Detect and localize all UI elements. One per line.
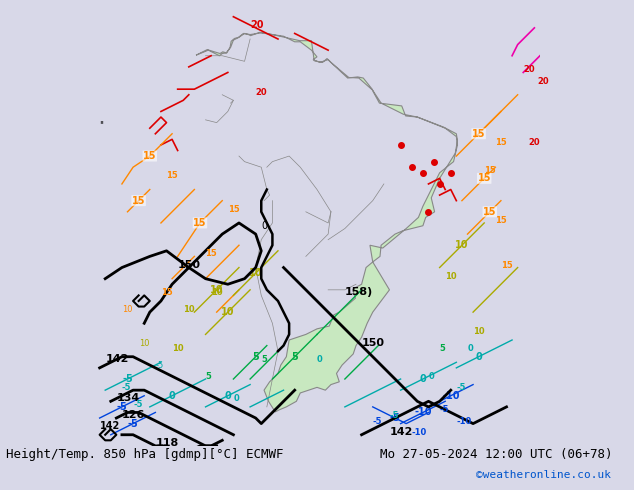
Text: 15: 15 — [483, 207, 496, 217]
Text: 0: 0 — [476, 352, 482, 362]
Text: -10: -10 — [414, 408, 432, 417]
Text: 5: 5 — [439, 344, 446, 353]
Text: Height/Temp. 850 hPa [gdmp][°C] ECMWF: Height/Temp. 850 hPa [gdmp][°C] ECMWF — [6, 447, 284, 461]
Text: 126: 126 — [122, 410, 145, 420]
Text: 0: 0 — [169, 391, 176, 401]
Text: 10: 10 — [249, 268, 262, 278]
Text: 15: 15 — [472, 129, 486, 139]
Text: -5: -5 — [122, 374, 133, 384]
Text: -10: -10 — [456, 416, 472, 426]
Text: 142: 142 — [389, 427, 413, 437]
Text: 20: 20 — [256, 88, 268, 97]
Text: -10: -10 — [442, 391, 460, 401]
Text: 10: 10 — [183, 305, 195, 314]
Text: 0: 0 — [420, 374, 426, 384]
Polygon shape — [196, 32, 458, 412]
Text: -5: -5 — [373, 416, 382, 426]
Text: 15: 15 — [143, 151, 157, 161]
Text: 10: 10 — [445, 271, 457, 281]
Text: 150: 150 — [361, 338, 385, 347]
Text: 20: 20 — [523, 66, 535, 74]
Text: 158): 158) — [345, 288, 373, 297]
Text: -5: -5 — [389, 411, 399, 420]
Text: 5: 5 — [292, 352, 298, 362]
Text: 0: 0 — [317, 355, 323, 364]
Text: 15: 15 — [167, 172, 178, 180]
Text: 150: 150 — [178, 260, 200, 270]
Text: 15: 15 — [495, 138, 507, 147]
Text: 20: 20 — [537, 76, 549, 86]
Text: 5: 5 — [261, 355, 267, 364]
Text: -5: -5 — [122, 383, 131, 392]
Text: -5: -5 — [117, 402, 127, 412]
Text: 10: 10 — [211, 289, 223, 297]
Text: 15: 15 — [132, 196, 145, 206]
Text: 10: 10 — [172, 344, 184, 353]
Text: 15: 15 — [228, 205, 240, 214]
Text: 10: 10 — [221, 307, 235, 317]
Text: 142: 142 — [100, 421, 120, 431]
Text: 10: 10 — [455, 240, 469, 250]
Text: 15: 15 — [193, 218, 207, 228]
Text: '': '' — [100, 120, 105, 130]
Text: 5: 5 — [205, 372, 211, 381]
Text: -10: -10 — [411, 428, 427, 437]
Text: 0: 0 — [467, 344, 473, 353]
Text: 0: 0 — [429, 372, 434, 381]
Text: -5: -5 — [133, 400, 143, 409]
Text: -5: -5 — [390, 413, 401, 423]
Text: 0: 0 — [224, 391, 231, 401]
Text: 20: 20 — [250, 20, 264, 30]
Text: 15: 15 — [495, 216, 507, 225]
Text: 142: 142 — [105, 354, 129, 364]
Text: 15: 15 — [205, 249, 217, 258]
Text: -5: -5 — [127, 418, 138, 429]
Text: -5: -5 — [439, 405, 449, 415]
Text: 10: 10 — [122, 305, 133, 314]
Text: 5: 5 — [252, 352, 259, 362]
Text: 15: 15 — [484, 166, 496, 175]
Text: 15: 15 — [477, 173, 491, 183]
Text: -5: -5 — [155, 361, 164, 370]
Text: ©weatheronline.co.uk: ©weatheronline.co.uk — [476, 470, 611, 480]
Text: 134: 134 — [117, 393, 139, 403]
Text: 0: 0 — [261, 220, 268, 230]
Text: -5: -5 — [456, 383, 466, 392]
Text: 10: 10 — [210, 285, 223, 295]
Text: 0: 0 — [233, 394, 239, 403]
Text: 15: 15 — [501, 261, 513, 270]
Text: 10: 10 — [473, 327, 484, 337]
Text: 118: 118 — [155, 438, 179, 448]
Text: 10: 10 — [139, 339, 149, 347]
Text: 15: 15 — [161, 289, 172, 297]
Text: Mo 27-05-2024 12:00 UTC (06+78): Mo 27-05-2024 12:00 UTC (06+78) — [380, 447, 613, 461]
Text: 20: 20 — [529, 138, 540, 147]
